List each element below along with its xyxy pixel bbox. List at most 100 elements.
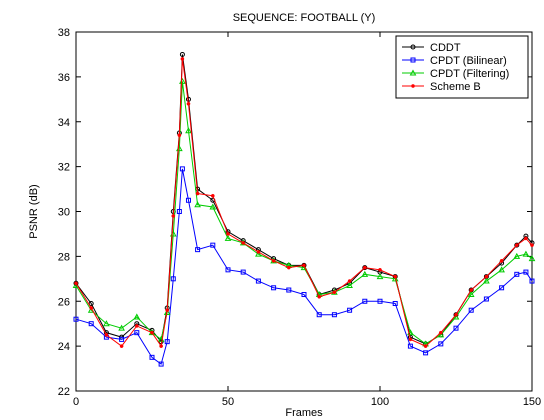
data-point-cpdt-filtering	[194, 201, 201, 208]
y-tick-label: 30	[58, 207, 70, 219]
data-point-cpdt-filtering	[346, 282, 353, 289]
data-point-cpdt-filtering	[185, 127, 192, 134]
data-point-scheme-b	[159, 344, 163, 348]
legend-box	[395, 35, 529, 99]
data-point-cpdt-bilinear	[286, 287, 292, 293]
data-point-cpdt-filtering	[513, 252, 521, 259]
data-point-scheme-b	[469, 288, 474, 292]
y-tick-label: 28	[58, 251, 70, 263]
data-point-scheme-b	[347, 279, 352, 283]
data-point-cpdt-bilinear	[158, 361, 164, 367]
data-point-cpdt-filtering	[361, 270, 369, 277]
data-point-cpdt-bilinear	[514, 271, 520, 277]
series-cpdt-bilinear	[73, 166, 535, 367]
y-tick-label: 36	[58, 72, 70, 84]
legend-marker-scheme-b	[411, 84, 415, 88]
data-point-scheme-b	[74, 281, 78, 286]
data-point-scheme-b	[317, 294, 322, 299]
data-point-scheme-b	[524, 236, 528, 241]
chart-title: SEQUENCE: FOOTBALL (Y)	[233, 12, 376, 24]
data-point-scheme-b	[119, 344, 124, 348]
data-point-scheme-b	[271, 259, 276, 263]
x-tick-label: 50	[222, 396, 234, 408]
series-line-scheme-b	[75, 58, 533, 348]
data-point-cpdt-bilinear	[523, 269, 529, 275]
data-point-cpdt-bilinear	[73, 316, 79, 322]
data-point-scheme-b	[104, 333, 109, 337]
data-point-scheme-b	[210, 193, 215, 198]
data-point-cpdt-bilinear	[377, 298, 383, 304]
data-point-cpdt-filtering	[224, 234, 232, 241]
data-point-cddt	[514, 242, 520, 248]
data-point-scheme-b	[423, 344, 428, 348]
x-tick-label: 150	[523, 396, 541, 408]
data-point-cpdt-bilinear	[316, 312, 322, 318]
data-point-cpdt-bilinear	[529, 278, 535, 284]
legend-label-cpdt-filtering: CPDT (Filtering)	[430, 68, 509, 80]
data-point-scheme-b	[256, 250, 261, 254]
data-point-cddt	[88, 300, 94, 306]
legend-marker-cpdt-bilinear	[410, 57, 416, 63]
data-point-cpdt-bilinear	[255, 278, 261, 284]
data-point-scheme-b	[499, 259, 504, 263]
data-point-cpdt-bilinear	[331, 312, 337, 318]
data-point-cpdt-bilinear	[301, 292, 307, 298]
series-scheme-b	[74, 57, 534, 348]
x-axis-label: Frames	[285, 407, 323, 419]
series-cpdt-filtering	[72, 77, 536, 347]
data-point-scheme-b	[165, 308, 170, 313]
data-point-cpdt-bilinear	[271, 285, 277, 291]
y-tick-label: 38	[58, 27, 70, 39]
data-point-cpdt-bilinear	[347, 307, 353, 313]
data-point-cpdt-bilinear	[119, 336, 125, 342]
data-point-scheme-b	[195, 191, 200, 196]
data-point-cpdt-bilinear	[499, 285, 505, 291]
data-point-cddt	[179, 51, 185, 57]
data-point-cpdt-bilinear	[134, 330, 140, 336]
data-point-scheme-b	[241, 241, 246, 245]
data-point-scheme-b	[393, 274, 398, 279]
data-point-scheme-b	[530, 243, 534, 248]
y-tick-label: 26	[58, 296, 70, 308]
data-point-cpdt-bilinear	[179, 166, 185, 172]
data-point-cpdt-bilinear	[185, 197, 191, 203]
data-point-cpdt-filtering	[255, 250, 262, 257]
data-point-cpdt-bilinear	[362, 298, 368, 304]
legend-label-scheme-b: Scheme B	[430, 81, 481, 93]
y-tick-label: 22	[58, 386, 70, 398]
y-tick-label: 24	[58, 341, 70, 353]
data-point-scheme-b	[186, 101, 191, 106]
data-point-cpdt-filtering	[522, 250, 530, 257]
data-point-cpdt-bilinear	[392, 300, 398, 306]
data-point-cpdt-bilinear	[176, 209, 182, 214]
data-point-cpdt-bilinear	[225, 267, 231, 273]
data-point-cpdt-bilinear	[210, 242, 216, 248]
data-point-cpdt-filtering	[133, 313, 141, 320]
data-point-cpdt-filtering	[483, 277, 490, 284]
data-point-cddt	[73, 280, 79, 286]
series-line-cpdt-filtering	[75, 81, 533, 345]
data-point-scheme-b	[171, 214, 176, 218]
data-point-cpdt-filtering	[103, 320, 110, 327]
data-point-cpdt-bilinear	[88, 321, 94, 327]
data-point-scheme-b	[484, 274, 489, 279]
data-point-scheme-b	[226, 232, 230, 236]
data-point-scheme-b	[362, 265, 367, 270]
data-point-scheme-b	[408, 337, 413, 342]
data-point-cpdt-bilinear	[407, 343, 413, 349]
data-point-cpdt-bilinear	[483, 296, 489, 302]
legend-marker-cpdt-filtering	[409, 69, 417, 76]
data-point-scheme-b	[134, 324, 139, 328]
data-point-cpdt-bilinear	[195, 247, 201, 253]
data-point-cpdt-filtering	[376, 273, 384, 280]
legend-label-cddt: CDDT	[430, 42, 461, 54]
data-point-cpdt-filtering	[118, 324, 125, 331]
legend-label-cpdt-bilinear: CPDT (Bilinear)	[430, 55, 507, 67]
data-point-cpdt-filtering	[498, 266, 505, 273]
data-point-scheme-b	[286, 265, 291, 270]
data-point-scheme-b	[378, 267, 382, 272]
data-point-cpdt-filtering	[209, 203, 217, 210]
data-point-cpdt-filtering	[437, 331, 445, 338]
series-layer	[72, 51, 536, 367]
